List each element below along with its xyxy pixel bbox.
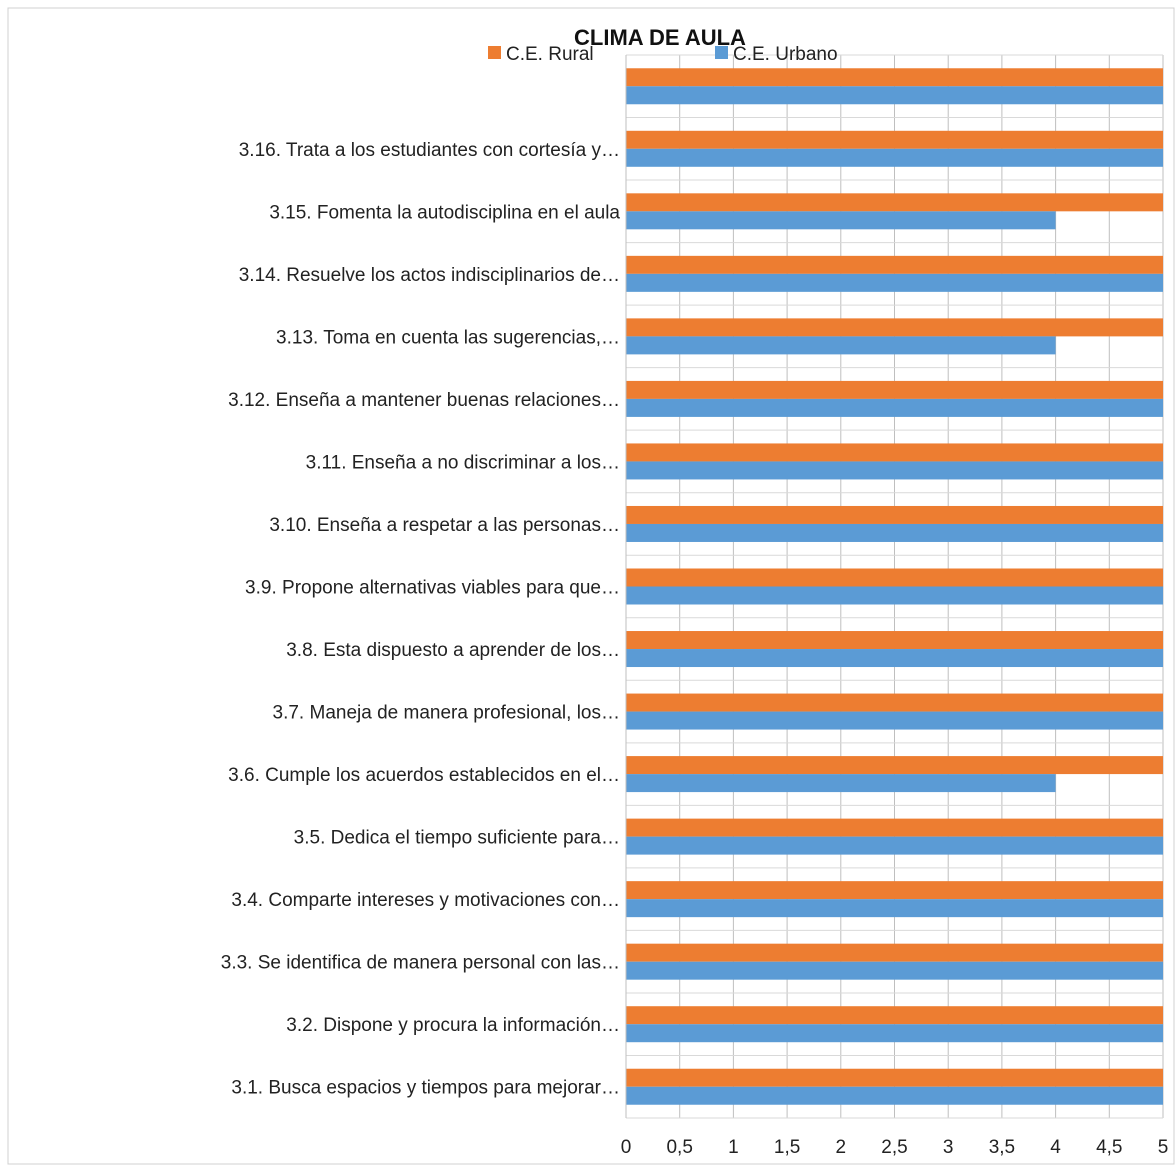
- bar-rural: [626, 631, 1163, 650]
- bar-urbano: [626, 836, 1163, 855]
- category-label: 3.4. Comparte intereses y motivaciones c…: [231, 890, 620, 911]
- category-label: 3.1. Busca espacios y tiempos para mejor…: [231, 1078, 620, 1099]
- bar-rural: [626, 380, 1163, 399]
- bar-urbano: [626, 899, 1163, 918]
- x-tick-label: 2,5: [881, 1137, 907, 1158]
- bar-urbano: [626, 273, 1163, 292]
- bar-rural: [626, 881, 1163, 900]
- bar-rural: [626, 318, 1163, 337]
- bar-rural: [626, 1006, 1163, 1025]
- category-label: 3.7. Maneja de manera profesional, los…: [273, 703, 620, 724]
- category-label: 3.13. Toma en cuenta las sugerencias,…: [276, 327, 620, 348]
- bar-rural: [626, 255, 1163, 274]
- bar-urbano: [626, 336, 1056, 355]
- bar-urbano: [626, 86, 1163, 105]
- category-label: 3.8. Esta dispuesto a aprender de los…: [286, 640, 620, 661]
- category-label: 3.16. Trata a los estudiantes con cortes…: [239, 140, 620, 161]
- category-label: 3.5. Dedica el tiempo suficiente para…: [294, 828, 620, 849]
- chart-title: CLIMA DE AULA: [574, 25, 746, 50]
- x-tick-label: 5: [1158, 1137, 1169, 1158]
- x-tick-label: 1,5: [774, 1137, 800, 1158]
- bar-rural: [626, 130, 1163, 149]
- x-tick-label: 0,5: [666, 1137, 692, 1158]
- bar-rural: [626, 693, 1163, 712]
- category-label: 3.6. Cumple los acuerdos establecidos en…: [228, 765, 620, 786]
- x-tick-label: 2: [836, 1137, 847, 1158]
- bar-urbano: [626, 523, 1163, 542]
- category-label: 3.14. Resuelve los actos indisciplinario…: [239, 265, 620, 286]
- category-label: 3.12. Enseña a mantener buenas relacione…: [228, 390, 620, 411]
- bar-urbano: [626, 649, 1163, 668]
- bar-urbano: [626, 961, 1163, 980]
- bar-rural: [626, 568, 1163, 587]
- x-tick-label: 1: [728, 1137, 739, 1158]
- bar-rural: [626, 443, 1163, 462]
- bar-rural: [626, 756, 1163, 775]
- bar-urbano: [626, 1024, 1163, 1043]
- x-tick-label: 0: [621, 1137, 632, 1158]
- bar-urbano: [626, 461, 1163, 480]
- bar-urbano: [626, 398, 1163, 417]
- bar-urbano: [626, 774, 1056, 793]
- bar-rural: [626, 943, 1163, 962]
- legend-swatch-urbano: [715, 46, 728, 59]
- legend-label-rural: C.E. Rural: [506, 44, 594, 65]
- x-tick-label: 3,5: [989, 1137, 1015, 1158]
- chart-border: [7, 7, 1175, 1165]
- bar-rural: [626, 193, 1163, 212]
- bar-urbano: [626, 586, 1163, 605]
- bar-rural: [626, 1068, 1163, 1087]
- category-label: 3.3. Se identifica de manera personal co…: [221, 953, 620, 974]
- bar-rural: [626, 818, 1163, 837]
- x-tick-label: 3: [943, 1137, 954, 1158]
- category-label: 3.2. Dispone y procura la información…: [286, 1015, 620, 1036]
- bar-urbano: [626, 148, 1163, 167]
- bar-urbano: [626, 1086, 1163, 1105]
- bar-rural: [626, 505, 1163, 524]
- x-tick-label: 4: [1050, 1137, 1061, 1158]
- bar-rural: [626, 68, 1163, 87]
- category-label: 3.9. Propone alternativas viables para q…: [245, 578, 620, 599]
- bar-urbano: [626, 211, 1056, 230]
- legend-swatch-rural: [488, 46, 501, 59]
- category-label: 3.11. Enseña a no discriminar a los…: [306, 452, 620, 473]
- x-tick-label: 4,5: [1096, 1137, 1122, 1158]
- bar-urbano: [626, 711, 1163, 730]
- category-label: 3.15. Fomenta la autodisciplina en el au…: [269, 202, 620, 223]
- legend-label-urbano: C.E. Urbano: [733, 44, 838, 65]
- category-label: 3.10. Enseña a respetar a las personas…: [269, 515, 620, 536]
